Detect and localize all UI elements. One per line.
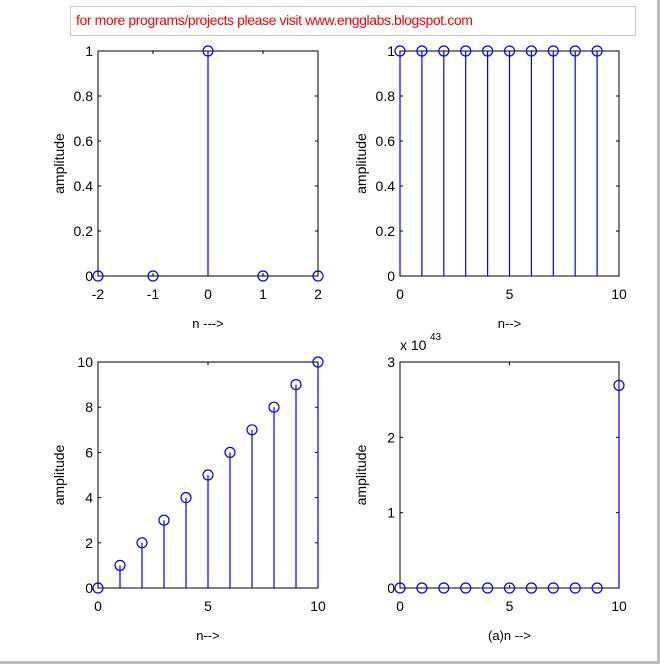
stem-marker bbox=[525, 45, 538, 57]
y-tick-label: 8 bbox=[85, 399, 93, 415]
x-tick-label: 0 bbox=[396, 286, 404, 302]
y-tick-label: 1 bbox=[387, 43, 395, 59]
stem-marker bbox=[438, 45, 450, 57]
x-tick-label: 0 bbox=[204, 286, 212, 302]
stem-marker bbox=[394, 582, 406, 594]
stem-marker bbox=[438, 582, 450, 594]
y-tick-label: 0 bbox=[85, 268, 93, 284]
x-tick-label: 10 bbox=[611, 598, 627, 614]
stem-marker bbox=[246, 424, 258, 436]
x-axis-label: (a)n --> bbox=[488, 628, 531, 643]
exponent-power: 43 bbox=[430, 332, 442, 343]
stem-marker bbox=[114, 559, 126, 572]
y-tick-label: 2 bbox=[85, 535, 93, 551]
x-axis-label: n--> bbox=[196, 628, 219, 643]
stem-marker bbox=[180, 492, 192, 504]
y-tick-label: 2 bbox=[387, 429, 395, 445]
y-axis-label: amplitude bbox=[51, 133, 67, 194]
subplot-3: 0 5 10 0 2 4 6 8 10 n--> amplitude bbox=[51, 354, 326, 643]
y-axis-label: amplitude bbox=[51, 444, 67, 505]
y-tick-label: 3 bbox=[387, 354, 395, 370]
axes-box bbox=[399, 361, 620, 589]
stem-marker bbox=[547, 45, 559, 57]
x-axis-label: n ---> bbox=[192, 316, 223, 331]
y-tick-label: 1 bbox=[85, 43, 93, 59]
stem-marker bbox=[591, 582, 603, 594]
x-tick-label: -1 bbox=[147, 286, 160, 302]
y-tick-label: 0.6 bbox=[74, 133, 94, 149]
stem-marker bbox=[416, 45, 428, 57]
stem-marker bbox=[482, 582, 494, 594]
stem-marker bbox=[613, 379, 625, 391]
stem-marker bbox=[202, 45, 214, 57]
stem-marker bbox=[224, 446, 236, 458]
x-tick-label: -2 bbox=[92, 286, 105, 302]
banner-text: for more programs/projects please visit … bbox=[76, 12, 473, 28]
stem-marker bbox=[158, 514, 170, 526]
stem-marker bbox=[92, 582, 104, 594]
y-tick-label: 0 bbox=[85, 580, 93, 596]
y-tick-label: 0.8 bbox=[74, 88, 94, 104]
stem-marker bbox=[503, 45, 516, 57]
x-tick-label: 1 bbox=[259, 286, 267, 302]
stem-marker bbox=[92, 270, 104, 282]
y-tick-label: 4 bbox=[85, 490, 93, 506]
stem-marker bbox=[525, 582, 538, 594]
x-tick-label: 2 bbox=[314, 286, 322, 302]
stem-marker bbox=[569, 45, 581, 57]
x-tick-label: 5 bbox=[506, 598, 514, 614]
stem-marker bbox=[202, 469, 214, 481]
subplot-4: 0 5 10 0 1 2 3 (a)n --> amplitude x 10 43 bbox=[353, 332, 627, 643]
stem-marker bbox=[147, 270, 159, 282]
y-tick-label: 1 bbox=[387, 505, 395, 521]
stem-marker bbox=[591, 45, 603, 57]
subplot-2: 0 5 10 0 0.2 0.4 0.6 0.8 1 n--> amplitude bbox=[353, 43, 627, 331]
stem-marker bbox=[312, 270, 324, 282]
stem-marker bbox=[136, 537, 148, 549]
y-tick-label: 6 bbox=[85, 444, 93, 460]
stem-marker bbox=[416, 582, 428, 594]
stem-marker bbox=[394, 45, 406, 57]
y-tick-label: 0.4 bbox=[74, 178, 94, 194]
x-tick-label: 10 bbox=[611, 286, 627, 302]
stem-marker bbox=[503, 582, 516, 594]
stem-marker bbox=[482, 45, 494, 57]
exponent-label: x 10 bbox=[400, 337, 427, 353]
y-tick-label: 10 bbox=[77, 354, 93, 370]
x-axis-label: n--> bbox=[498, 316, 521, 331]
stem-marker bbox=[547, 582, 559, 594]
stem-marker bbox=[460, 45, 472, 57]
stem-marker bbox=[290, 379, 302, 391]
x-tick-label: 5 bbox=[204, 598, 212, 614]
banner: for more programs/projects please visit … bbox=[70, 6, 636, 36]
x-tick-label: 0 bbox=[396, 598, 404, 614]
y-tick-label: 0.2 bbox=[74, 223, 94, 239]
y-axis-label: amplitude bbox=[353, 133, 369, 194]
stem-marker bbox=[257, 270, 269, 282]
y-tick-label: 0.8 bbox=[376, 88, 396, 104]
y-tick-label: 0 bbox=[387, 268, 395, 284]
y-axis-label: amplitude bbox=[353, 444, 369, 505]
subplot-1: -2 -1 0 1 2 0 0.2 0.4 0.6 0.8 1 n ---> amplitude bbox=[51, 43, 324, 331]
x-tick-label: 10 bbox=[310, 598, 326, 614]
y-tick-label: 0.2 bbox=[376, 223, 396, 239]
stem-marker bbox=[268, 401, 280, 413]
stem-marker bbox=[460, 582, 472, 594]
x-tick-label: 0 bbox=[94, 598, 102, 614]
stem-marker bbox=[312, 356, 324, 368]
stem-marker bbox=[569, 582, 581, 594]
y-tick-label: 0 bbox=[387, 580, 395, 596]
x-tick-label: 5 bbox=[506, 286, 514, 302]
y-tick-label: 0.6 bbox=[376, 133, 396, 149]
y-tick-label: 0.4 bbox=[376, 178, 396, 194]
